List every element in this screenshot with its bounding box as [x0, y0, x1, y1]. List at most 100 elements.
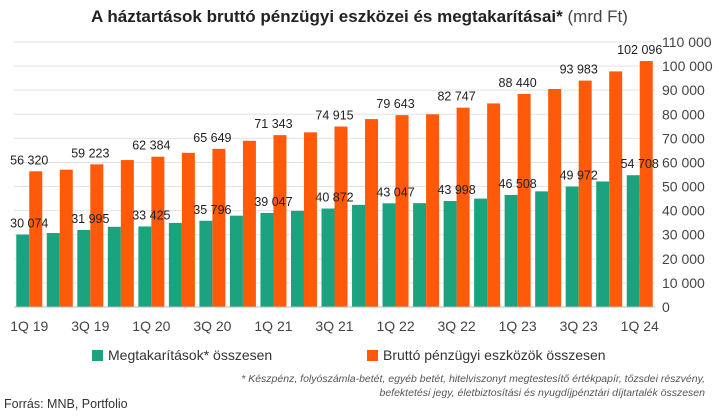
bar-savings	[321, 208, 335, 307]
bar-assets	[395, 115, 409, 307]
x-tick-label: 1Q 19	[10, 318, 48, 334]
y-tick-label: 30 000	[662, 227, 705, 243]
bar-assets	[212, 148, 226, 307]
data-label-assets: 74 915	[315, 109, 353, 123]
bar-assets	[59, 169, 73, 307]
legend-item-savings: Megtakarítások* összesen	[92, 347, 272, 363]
bar-savings	[535, 191, 549, 307]
footnote-line-2: befektetési jegy, életbiztosítási és nyu…	[379, 387, 706, 399]
y-tick-label: 10 000	[662, 275, 705, 291]
bar-savings	[77, 229, 91, 307]
bar-assets	[548, 88, 562, 308]
y-tick-label: 70 000	[662, 130, 705, 146]
x-tick-label: 1Q 23	[499, 318, 537, 334]
data-label-savings: 49 972	[560, 169, 598, 183]
x-tick-label: 3Q 23	[560, 318, 598, 334]
footnote-line-1: * Készpénz, folyószámla-betét, egyéb bet…	[241, 373, 705, 385]
bar-assets	[426, 114, 440, 307]
legend-item-assets: Bruttó pénzügyi eszközök összesen	[367, 347, 606, 363]
bar-savings	[474, 198, 488, 307]
data-label-assets: 102 096	[617, 43, 662, 57]
data-label-assets: 56 320	[10, 153, 48, 167]
x-tick-label: 3Q 22	[438, 318, 476, 334]
bar-savings	[168, 222, 182, 307]
legend-label-savings: Megtakarítások* összesen	[108, 347, 273, 363]
data-label-savings: 30 074	[10, 217, 48, 231]
data-label-savings: 54 708	[621, 157, 659, 171]
y-tick-label: 110 000	[662, 34, 712, 50]
data-label-assets: 79 643	[376, 97, 414, 111]
data-label-assets: 93 983	[560, 63, 598, 77]
data-label-savings: 40 872	[315, 191, 353, 205]
bar-assets	[609, 71, 623, 308]
x-tick-label: 1Q 22	[376, 318, 414, 334]
bar-savings	[46, 233, 60, 307]
source-note: Forrás: MNB, Portfolio	[4, 397, 128, 411]
bar-savings	[107, 226, 121, 307]
bar-assets	[120, 160, 134, 307]
bar-savings	[504, 194, 518, 307]
y-tick-label: 20 000	[662, 251, 705, 267]
bar-savings	[229, 215, 243, 307]
chart-title: A háztartások bruttó pénzügyi eszközei é…	[0, 7, 719, 27]
bar-assets	[29, 171, 43, 307]
y-tick-label: 90 000	[662, 82, 705, 98]
bar-savings	[290, 210, 304, 307]
legend-label-assets: Bruttó pénzügyi eszközök összesen	[383, 347, 606, 363]
y-tick-label: 0	[662, 299, 670, 315]
bar-savings	[382, 203, 396, 307]
bar-savings	[199, 220, 213, 307]
bar-savings	[138, 226, 152, 307]
y-tick-label: 50 000	[662, 179, 705, 195]
x-tick-label: 1Q 24	[621, 318, 659, 334]
data-label-assets: 65 649	[193, 131, 231, 145]
bar-savings	[16, 234, 30, 307]
bar-assets	[242, 140, 256, 307]
bar-assets	[456, 107, 470, 307]
bar-savings	[626, 175, 640, 307]
data-label-assets: 71 343	[254, 117, 292, 131]
data-label-savings: 43 998	[437, 183, 475, 197]
bar-assets	[334, 126, 348, 308]
bar-savings	[443, 201, 457, 307]
bar-assets	[151, 156, 165, 307]
data-label-savings: 33 425	[132, 208, 170, 222]
bar-assets	[90, 164, 104, 307]
x-tick-label: 3Q 21	[315, 318, 353, 334]
data-label-assets: 82 747	[437, 90, 475, 104]
bar-assets	[303, 132, 317, 307]
data-label-savings: 43 047	[376, 185, 414, 199]
data-label-savings: 46 508	[499, 177, 537, 191]
footnote: * Készpénz, folyószámla-betét, egyéb bet…	[145, 372, 705, 400]
x-tick-label: 3Q 19	[71, 318, 109, 334]
data-label-assets: 62 384	[132, 139, 170, 153]
y-tick-label: 60 000	[662, 154, 705, 170]
data-label-assets: 59 223	[71, 146, 109, 160]
data-label-savings: 39 047	[254, 195, 292, 209]
y-tick-label: 40 000	[662, 203, 705, 219]
data-label-savings: 35 796	[193, 203, 231, 217]
bar-savings	[352, 204, 366, 307]
bar-savings	[565, 186, 579, 307]
chart-title-main: A háztartások bruttó pénzügyi eszközei é…	[91, 7, 563, 26]
chart-title-unit: (mrd Ft)	[567, 7, 628, 26]
bar-assets	[517, 93, 531, 307]
bar-savings	[260, 212, 274, 307]
legend-swatch-savings	[92, 350, 103, 361]
legend-swatch-assets	[367, 350, 378, 361]
bar-assets	[181, 152, 195, 307]
bar-savings	[596, 181, 610, 307]
y-tick-label: 80 000	[662, 106, 705, 122]
y-tick-label: 100 000	[662, 58, 713, 74]
data-label-savings: 31 995	[71, 212, 109, 226]
bar-savings	[413, 203, 427, 307]
x-tick-label: 1Q 20	[132, 318, 170, 334]
bar-assets	[365, 119, 379, 307]
bar-assets	[487, 103, 501, 307]
bar-assets	[273, 135, 287, 307]
bar-assets	[578, 80, 592, 307]
x-tick-label: 1Q 21	[254, 318, 292, 334]
x-tick-label: 3Q 20	[193, 318, 231, 334]
